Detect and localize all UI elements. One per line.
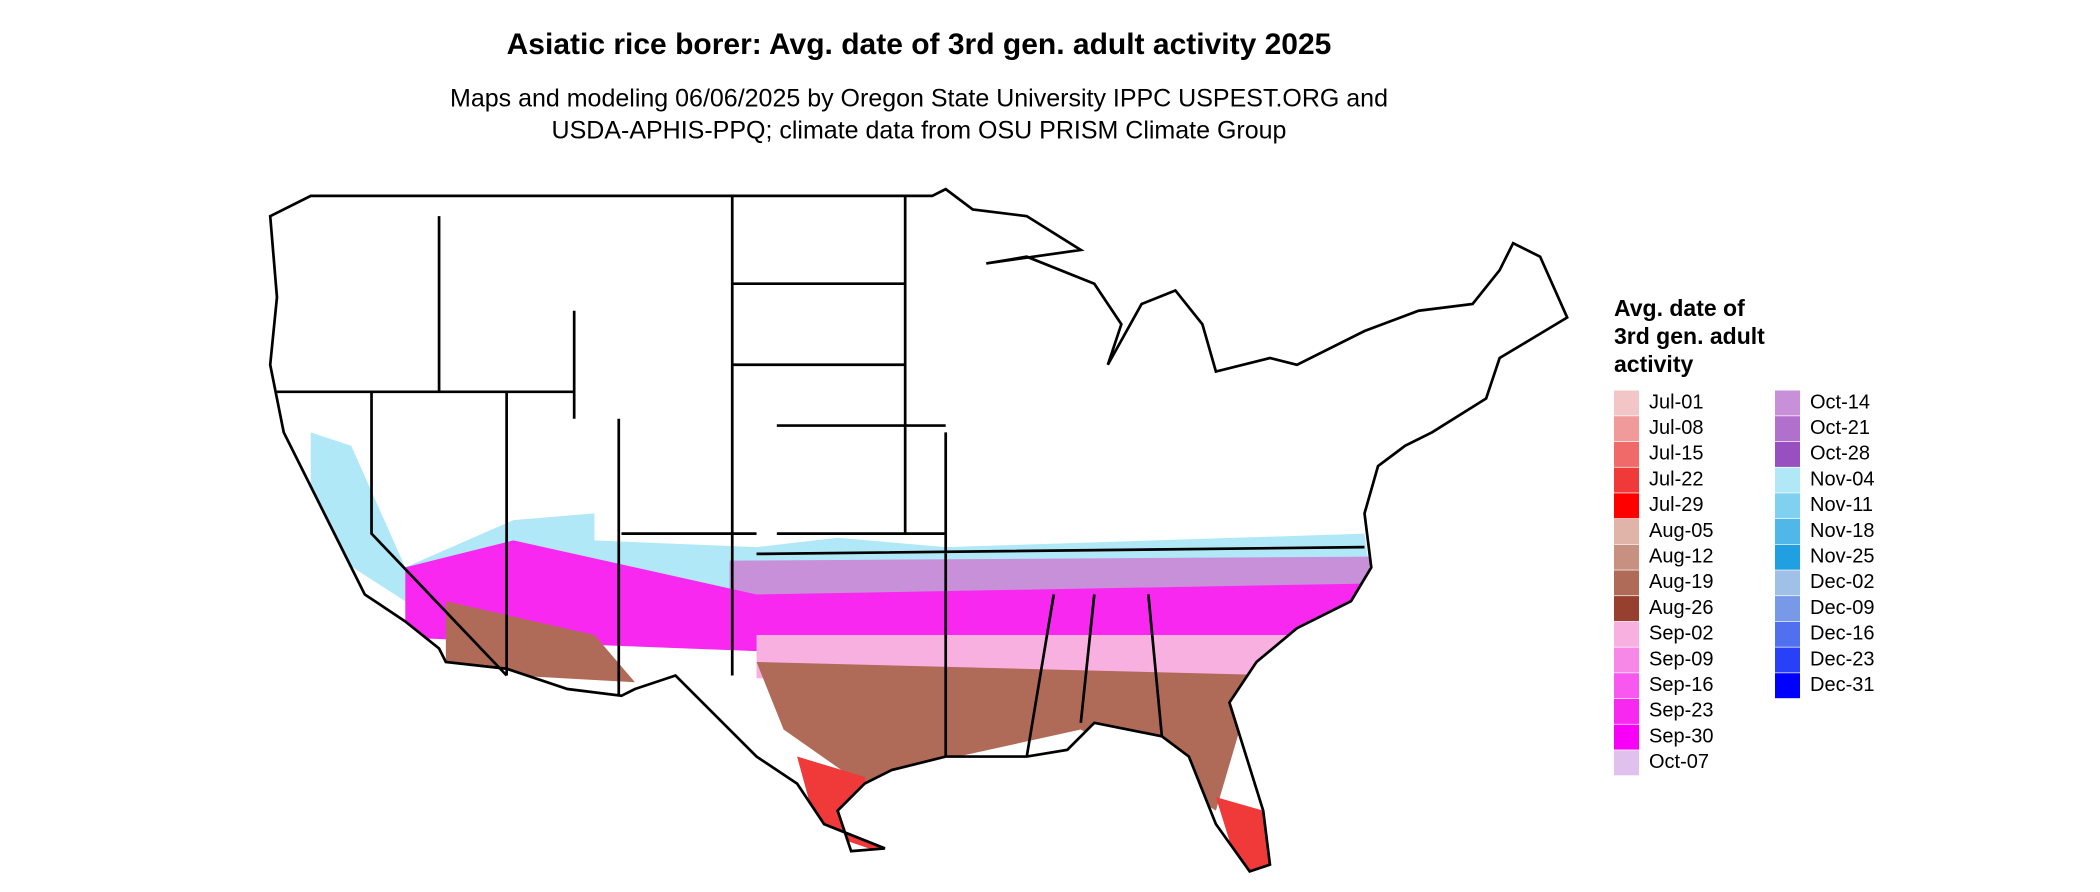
legend-swatch (1614, 596, 1639, 622)
legend-swatch (1614, 750, 1639, 776)
legend-label: Sep-09 (1649, 648, 1714, 670)
legend-label: Aug-26 (1649, 597, 1714, 619)
legend-swatch (1614, 647, 1639, 673)
legend-swatch (1775, 416, 1800, 442)
legend-swatch (1614, 673, 1639, 699)
legend-swatch (1614, 519, 1639, 544)
legend-label: Aug-19 (1649, 571, 1714, 593)
legend-swatch (1775, 467, 1800, 493)
legend-title: activity (1614, 351, 1693, 377)
legend-swatch (1614, 441, 1639, 467)
legend-swatch (1614, 698, 1639, 724)
legend-label: Jul-01 (1649, 391, 1703, 413)
legend-swatch (1775, 390, 1800, 416)
heat-layer (310, 432, 1372, 872)
legend-label: Aug-05 (1649, 520, 1714, 542)
legend-swatch (1614, 544, 1639, 570)
legend-label: Dec-23 (1810, 648, 1874, 670)
map-title: Asiatic rice borer: Avg. date of 3rd gen… (507, 28, 1332, 61)
legend-label: Oct-14 (1810, 391, 1870, 413)
legend-swatch (1775, 621, 1800, 647)
legend-swatch (1614, 493, 1639, 519)
legend-label: Dec-09 (1810, 597, 1874, 619)
country-outline (269, 188, 1569, 873)
legend-label: Sep-23 (1649, 700, 1714, 722)
legend-label: Nov-11 (1810, 494, 1873, 516)
legend-label: Nov-04 (1810, 468, 1874, 490)
legend-swatch (1775, 493, 1800, 519)
legend-label: Nov-18 (1810, 520, 1874, 542)
legend-label: Sep-16 (1649, 674, 1714, 696)
map-subtitle: USDA-APHIS-PPQ; climate data from OSU PR… (552, 117, 1287, 145)
legend-swatch (1614, 390, 1639, 416)
legend-label: Nov-25 (1810, 545, 1874, 567)
legend-label: Jul-15 (1649, 443, 1703, 465)
legend-label: Oct-21 (1810, 417, 1870, 439)
legend-swatch (1775, 596, 1800, 622)
legend-label: Oct-07 (1649, 751, 1709, 773)
legend-label: Dec-16 (1810, 623, 1874, 645)
legend-label: Dec-02 (1810, 571, 1874, 593)
state-line (276, 195, 1365, 757)
legend-label: Jul-29 (1649, 494, 1703, 516)
legend-swatch (1614, 467, 1639, 493)
legend-title: Avg. date of (1614, 295, 1745, 321)
state-borders (269, 188, 1569, 873)
heat-bands (310, 432, 1372, 872)
legend-swatch (1775, 441, 1800, 467)
legend-label: Aug-12 (1649, 545, 1714, 567)
legend-swatch (1775, 544, 1800, 570)
legend-swatch (1775, 673, 1800, 699)
legend-swatch (1614, 416, 1639, 442)
legend-swatch (1614, 570, 1639, 596)
heat-band (1215, 797, 1273, 872)
legend-label: Dec-31 (1810, 674, 1874, 696)
legend-swatch (1775, 519, 1800, 544)
legend-swatch (1775, 647, 1800, 673)
legend-swatch (1614, 724, 1639, 750)
legend-label: Jul-08 (1649, 417, 1703, 439)
legend-swatch (1614, 621, 1639, 647)
legend-label: Sep-30 (1649, 725, 1714, 747)
heat-band (405, 540, 1365, 652)
legend: Jul-01 Jul-08 Jul-15 Jul-22 Jul-29 Aug-05 Aug-… (1614, 390, 1874, 776)
legend-swatch (1775, 570, 1800, 596)
map-subtitle: Maps and modeling 06/06/2025 by Oregon S… (450, 85, 1388, 113)
legend-label: Jul-22 (1649, 468, 1703, 490)
legend-label: Oct-28 (1810, 443, 1870, 465)
legend-label: Sep-02 (1649, 623, 1714, 645)
legend-title: 3rd gen. adult (1614, 323, 1765, 349)
